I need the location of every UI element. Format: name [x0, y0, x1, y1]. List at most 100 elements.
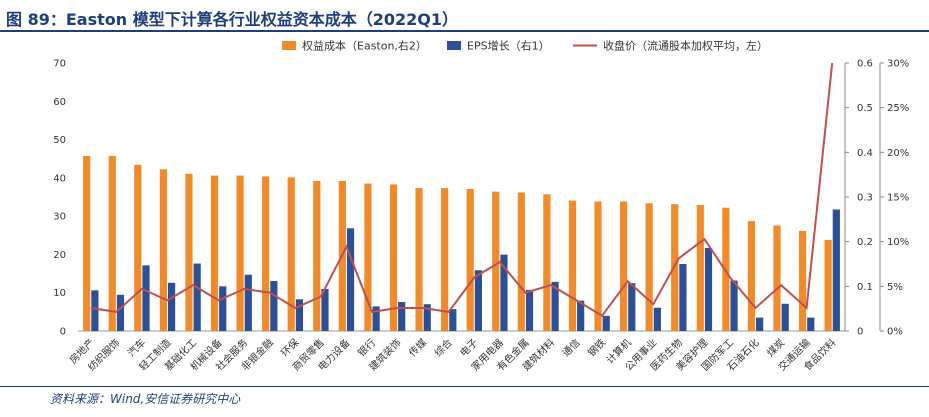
title-rule — [0, 30, 929, 32]
right1-tick-label: 0.6 — [857, 59, 873, 70]
right1-tick-label: 0.3 — [857, 193, 873, 204]
right2-tick-label: 5% — [887, 282, 903, 293]
bar-equity-cost — [313, 180, 321, 331]
left-tick-label: 0 — [60, 327, 66, 338]
left-tick-label: 70 — [53, 59, 66, 70]
legend-swatch — [447, 41, 461, 50]
bar-eps-growth — [577, 300, 585, 331]
left-tick-label: 40 — [53, 173, 66, 184]
category-label: 银行 — [355, 336, 378, 359]
legend: 权益成本（Easton,右2） EPS增长（右1） 收盘价（流通股本加权平均，左） — [282, 39, 768, 53]
bar-eps-growth — [525, 289, 534, 331]
bar-equity-cost — [594, 201, 602, 331]
line-close-price — [90, 62, 834, 318]
source-note: 资料来源：Wind,安信证券研究中心 — [50, 392, 241, 406]
bar-eps-growth — [167, 282, 176, 331]
bar-equity-cost — [517, 192, 525, 331]
category-label: 传媒 — [407, 337, 430, 360]
bar-eps-growth — [704, 247, 713, 331]
bar-eps-growth — [295, 299, 304, 331]
category-labels: 房地产纺织服饰 汽车轻工制造基础化工机械设备社会服务非银金融 环保商贸零售电力设备银… — [66, 336, 838, 373]
bar-eps-growth — [449, 309, 457, 331]
bar-eps-growth — [807, 317, 815, 331]
bar-eps-growth — [500, 254, 508, 331]
bar-equity-cost — [773, 225, 781, 331]
bar-equity-cost — [210, 175, 219, 331]
bar-equity-cost — [619, 201, 628, 331]
bar-equity-cost — [83, 155, 91, 331]
bar-equity-cost — [722, 207, 730, 331]
bar-equity-cost — [798, 230, 807, 331]
bar-equity-cost — [389, 184, 398, 331]
legend-label: 权益成本（Easton,右2） — [302, 39, 427, 53]
left-tick-label: 50 — [53, 135, 66, 146]
category-label: 通信 — [560, 337, 583, 360]
left-tick-label: 10 — [53, 288, 66, 299]
bar-eps-growth — [193, 263, 201, 331]
bar-equity-cost — [415, 188, 423, 331]
chart-title: 图 89：Easton 模型下计算各行业权益资本成本（2022Q1） — [6, 10, 458, 29]
right1-tick-label: 0.5 — [857, 103, 873, 114]
bar-eps-growth — [398, 301, 406, 331]
category-label: 环保 — [278, 336, 301, 359]
category-label: 综合 — [432, 336, 455, 359]
bar-equity-cost — [645, 203, 653, 331]
right1-axis: 0 0.1 0.2 0.3 0.4 0.5 0.6 — [844, 59, 873, 338]
bar-eps-growth — [346, 228, 355, 331]
bar-equity-cost — [824, 239, 832, 331]
bar-eps-growth — [679, 264, 687, 331]
bar-eps-growth — [116, 294, 125, 331]
legend-swatch — [282, 41, 296, 50]
bar-eps-growth — [270, 280, 278, 331]
category-label: 电子 — [457, 336, 480, 359]
right2-tick-label: 30% — [887, 59, 909, 70]
bar-equity-cost — [236, 175, 244, 331]
right2-tick-label: 20% — [887, 148, 909, 159]
left-tick-label: 20 — [53, 250, 66, 261]
bar-equity-cost — [747, 221, 756, 331]
bar-eps-growth — [653, 307, 661, 331]
bar-eps-growth — [91, 290, 99, 331]
bar-equity-cost — [262, 176, 270, 331]
right2-tick-label: 0% — [887, 327, 903, 338]
bar-eps-growth — [372, 306, 380, 331]
right1-tick-label: 0.1 — [857, 282, 873, 293]
bar-eps-growth — [602, 315, 610, 331]
bar-eps-growth — [756, 317, 764, 331]
bars — [83, 155, 840, 331]
bar-eps-growth — [832, 209, 840, 331]
left-tick-label: 60 — [53, 97, 66, 108]
left-axis: 0 10 20 30 40 50 60 70 — [53, 59, 845, 338]
right2-axis: 0% 5% 10% 15% 20% 25% 30% — [879, 59, 909, 338]
bar-equity-cost — [364, 183, 372, 331]
bar-eps-growth — [628, 283, 636, 331]
category-label: 钢铁 — [585, 336, 608, 359]
legend-label: EPS增长（右1） — [467, 39, 550, 53]
right2-tick-label: 15% — [887, 193, 909, 204]
bar-equity-cost — [287, 177, 295, 331]
bar-equity-cost — [159, 169, 167, 331]
bar-eps-growth — [551, 281, 559, 331]
bar-equity-cost — [492, 191, 500, 331]
bar-eps-growth — [730, 280, 738, 331]
right1-tick-label: 0.2 — [857, 237, 873, 248]
bar-eps-growth — [244, 274, 252, 331]
bar-equity-cost — [108, 155, 116, 331]
bar-eps-growth — [781, 303, 789, 331]
bar-eps-growth — [474, 270, 482, 331]
bar-equity-cost — [134, 164, 142, 331]
category-label: 汽车 — [125, 336, 148, 359]
bar-eps-growth — [321, 289, 329, 331]
bar-eps-growth — [423, 304, 431, 331]
right1-tick-label: 0 — [857, 327, 863, 338]
legend-label: 收盘价（流通股本加权平均，左） — [603, 39, 768, 53]
bar-eps-growth — [219, 286, 227, 331]
bar-equity-cost — [568, 200, 577, 331]
bar-eps-growth — [142, 265, 150, 331]
right2-tick-label: 25% — [887, 103, 909, 114]
bar-equity-cost — [543, 194, 551, 331]
right1-tick-label: 0.4 — [857, 148, 873, 159]
bar-equity-cost — [441, 188, 449, 331]
category-label: 煤炭 — [764, 336, 787, 359]
bar-equity-cost — [185, 173, 193, 331]
